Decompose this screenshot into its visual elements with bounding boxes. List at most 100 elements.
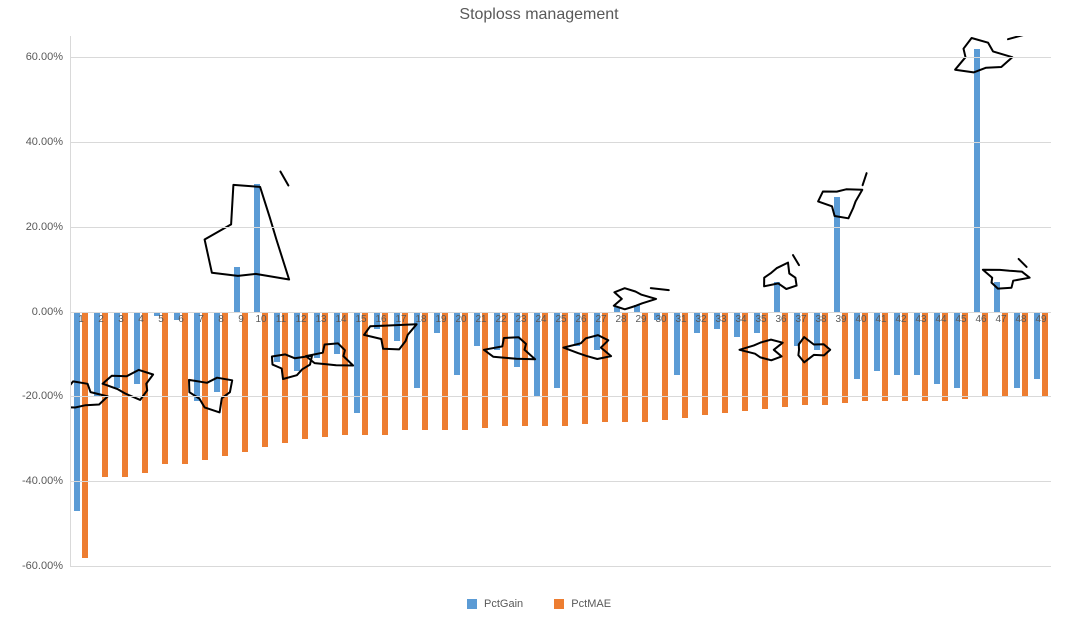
legend-label: PctGain	[484, 598, 523, 610]
bar	[422, 312, 428, 431]
bar	[102, 312, 108, 477]
category-label: 1	[78, 312, 84, 325]
bar-layer: 1234567891011121314151617181920212223242…	[71, 36, 1051, 566]
y-tick-label: -40.00%	[22, 475, 63, 487]
bar	[242, 312, 248, 452]
bar	[562, 312, 568, 426]
category-label: 40	[855, 312, 866, 325]
y-tick-label: 20.00%	[26, 221, 63, 233]
bar	[722, 312, 728, 414]
bar	[302, 312, 308, 439]
bar	[362, 312, 368, 435]
category-label: 35	[755, 312, 766, 325]
gridline	[71, 312, 1051, 313]
category-label: 32	[695, 312, 706, 325]
bar	[974, 49, 980, 312]
category-label: 38	[815, 312, 826, 325]
bar	[182, 312, 188, 465]
bar	[622, 312, 628, 422]
category-label: 31	[675, 312, 686, 325]
category-label: 34	[735, 312, 746, 325]
bar	[602, 312, 608, 422]
category-label: 10	[255, 312, 266, 325]
category-label: 21	[475, 312, 486, 325]
category-label: 13	[315, 312, 326, 325]
category-label: 41	[875, 312, 886, 325]
bar	[322, 312, 328, 437]
bar	[222, 312, 228, 456]
bar	[254, 184, 260, 311]
category-label: 17	[395, 312, 406, 325]
category-label: 15	[355, 312, 366, 325]
bar	[82, 312, 88, 558]
y-tick-label: 40.00%	[26, 136, 63, 148]
bar	[462, 312, 468, 431]
legend-label: PctMAE	[571, 598, 611, 610]
bar	[202, 312, 208, 460]
bar	[162, 312, 168, 465]
category-label: 16	[375, 312, 386, 325]
bar	[762, 312, 768, 410]
bar	[942, 312, 948, 401]
category-label: 43	[915, 312, 926, 325]
bar	[482, 312, 488, 429]
category-label: 37	[795, 312, 806, 325]
gridline	[71, 227, 1051, 228]
category-label: 20	[455, 312, 466, 325]
category-label: 19	[435, 312, 446, 325]
bar	[822, 312, 828, 405]
chart-title: Stoploss management	[0, 6, 1078, 24]
category-label: 36	[775, 312, 786, 325]
bar	[354, 312, 360, 414]
bar	[994, 282, 1000, 312]
category-label: 3	[118, 312, 124, 325]
bar	[802, 312, 808, 405]
category-label: 4	[138, 312, 144, 325]
category-label: 22	[495, 312, 506, 325]
category-label: 18	[415, 312, 426, 325]
bar	[682, 312, 688, 418]
gridline	[71, 142, 1051, 143]
bar	[522, 312, 528, 426]
bar	[582, 312, 588, 424]
category-label: 5	[158, 312, 164, 325]
category-label: 29	[635, 312, 646, 325]
gridline	[71, 481, 1051, 482]
category-label: 48	[1015, 312, 1026, 325]
category-label: 44	[935, 312, 946, 325]
category-label: 46	[975, 312, 986, 325]
category-label: 47	[995, 312, 1006, 325]
bar	[342, 312, 348, 435]
category-label: 2	[98, 312, 104, 325]
y-tick-label: -20.00%	[22, 390, 63, 402]
category-label: 25	[555, 312, 566, 325]
bar	[774, 282, 780, 312]
legend-swatch	[554, 599, 564, 609]
bar	[862, 312, 868, 401]
bar	[402, 312, 408, 431]
y-tick-label: 0.00%	[32, 306, 63, 318]
bar	[502, 312, 508, 426]
legend-item-pctmae: PctMAE	[554, 598, 611, 610]
gridline	[71, 566, 1051, 567]
category-label: 8	[218, 312, 224, 325]
bar	[442, 312, 448, 431]
category-label: 12	[295, 312, 306, 325]
bar	[902, 312, 908, 401]
y-tick-label: -60.00%	[22, 560, 63, 572]
category-label: 42	[895, 312, 906, 325]
category-label: 45	[955, 312, 966, 325]
bar	[542, 312, 548, 426]
bar	[662, 312, 668, 420]
bar	[782, 312, 788, 407]
bar	[282, 312, 288, 443]
category-label: 14	[335, 312, 346, 325]
plot-area: 1234567891011121314151617181920212223242…	[70, 36, 1051, 567]
category-label: 9	[238, 312, 244, 325]
bar	[122, 312, 128, 477]
bar	[262, 312, 268, 448]
category-label: 49	[1035, 312, 1046, 325]
bar	[142, 312, 148, 473]
legend-item-pctgain: PctGain	[467, 598, 523, 610]
bar	[642, 312, 648, 422]
